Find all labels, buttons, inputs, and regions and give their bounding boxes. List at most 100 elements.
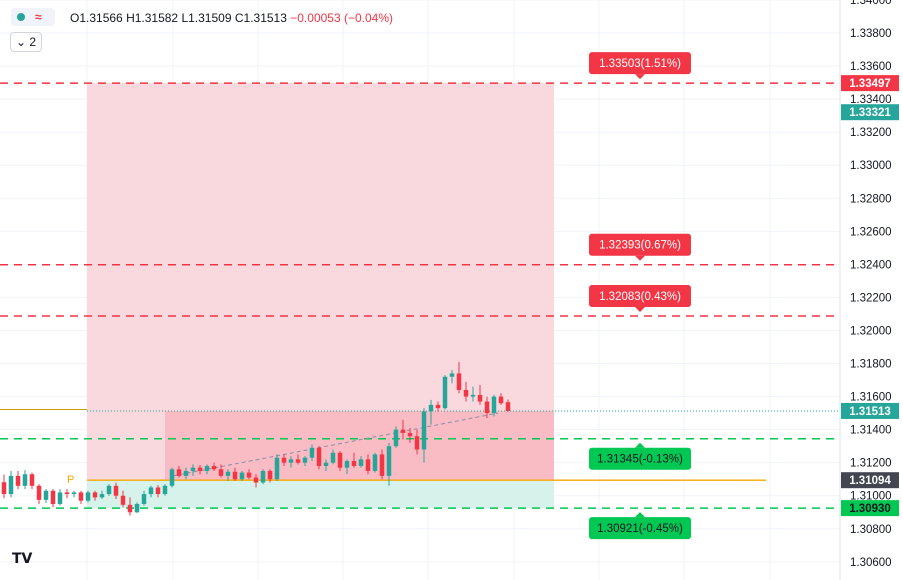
candle-body [176,469,182,476]
candle-body [29,474,35,486]
candle-body [43,490,49,500]
candle-body [281,457,287,463]
candle-body [351,461,357,466]
level-label-pointer [635,442,645,448]
candle-body [470,394,476,397]
level-label-box[interactable] [589,233,691,256]
candle-body [232,471,238,480]
ohlc-open: O1.31566 [70,11,123,25]
candle-body [274,457,280,480]
axis-label-target: 1.30930 [849,503,891,515]
tradingview-logo[interactable]: TV [12,551,33,567]
indicator-visibility-toggle[interactable]: ≈ [11,8,55,26]
price-axis-tick-label: 1.32200 [850,292,892,304]
level-label-pointer [635,255,645,261]
candle-body [435,404,441,409]
candle-body [141,494,147,504]
candle-body [260,470,266,483]
collapse-indicators-button[interactable]: ⌄ 2 [10,32,42,52]
candle-body [456,373,462,390]
trend-line [172,412,499,477]
candle-body [449,373,455,377]
candle-body [267,470,273,480]
candle-body [295,459,301,463]
candle-body [162,485,168,495]
candle-body [15,475,21,486]
level-label-pointer [635,306,645,312]
level-label-box[interactable] [589,447,691,470]
candle-body [169,469,175,486]
candle-body [379,454,385,476]
level-label-text: 1.30921(-0.45%) [597,523,683,535]
ohlc-change: −0.00053 (−0.04%) [290,11,393,25]
candle-body [127,504,133,513]
candle-body [204,465,210,471]
status-dot-icon [17,13,25,21]
axis-label-marker: 1.33321 [849,107,891,119]
axis-label-entry: 1.31094 [849,475,891,487]
candle-body [393,429,399,447]
price-axis-tick-label: 1.30600 [850,557,892,569]
axis-label-stop: 1.33497 [849,78,891,90]
candle-body [491,396,497,414]
candle-body [99,494,105,498]
candle-body [85,492,91,501]
candle-body [190,467,196,471]
level-label-text: 1.33503(1.51%) [599,58,681,70]
candle-body [197,467,203,471]
candle-body [253,477,259,483]
candle-body [330,452,336,463]
candle-body [92,492,98,498]
candle-body [183,470,189,476]
candle-body [50,490,56,504]
candle-body [71,492,77,495]
eye-wave-icon: ≈ [35,10,42,24]
price-axis-tick-label: 1.32000 [850,325,892,337]
candle-body [463,389,469,397]
candle-body [64,492,70,495]
level-label-text: 1.31345(-0.13%) [597,454,683,466]
candle-body [407,432,413,437]
candle-body [421,411,427,450]
axis-label-target-bg [841,500,899,517]
candle-body [442,376,448,409]
candle-body [36,485,42,500]
candle-body [8,475,14,495]
candle-body [113,485,119,496]
ohlc-close: C1.31513 [234,11,287,25]
price-axis-tick-label: 1.34000 [850,0,892,7]
level-label-box[interactable] [589,284,691,307]
price-axis-tick-label: 1.33400 [850,94,892,106]
candle-body [316,447,322,466]
candle-body [400,429,406,433]
axis-label-entry-bg [841,472,899,489]
axis-label-current-price: 1.31513 [849,406,891,418]
candle-body [372,454,378,471]
candle-body [155,487,161,495]
price-axis-tick-label: 1.33600 [850,61,892,73]
candle-body [288,459,294,463]
candle-body [211,465,217,470]
candle-body [498,396,504,404]
level-label-pointer [635,512,645,518]
price-axis-tick-label: 1.31400 [850,425,892,437]
active-loss-zone [165,410,554,481]
level-label-pointer [635,74,645,80]
price-axis-tick-label: 1.32400 [850,259,892,271]
candle-body [477,394,483,402]
price-axis-tick-label: 1.31600 [850,392,892,404]
candle-body [337,452,343,468]
candle-body [323,462,329,466]
candle-body [344,461,350,468]
price-axis-tick-label: 1.30800 [850,524,892,536]
candle-body [57,492,63,504]
candle-body [246,472,252,478]
ohlc-high: H1.31582 [126,11,179,25]
candle-body [505,402,511,411]
axis-label-stop-bg [841,75,899,92]
candle-body [358,459,364,466]
level-label-box[interactable] [589,517,691,540]
level-label-text: 1.32083(0.43%) [599,291,681,303]
level-label-box[interactable] [589,52,691,75]
